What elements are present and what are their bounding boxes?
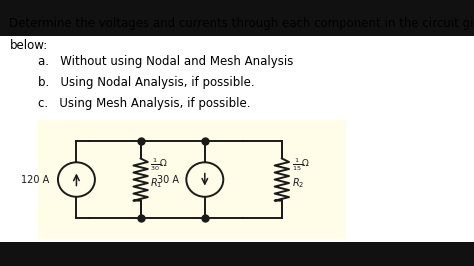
Text: Determine the voltages and currents through each component in the circuit given: Determine the voltages and currents thro… (9, 17, 474, 30)
Bar (0, 36, 474, 242)
Text: c.   Using Mesh Analysis, if possible.: c. Using Mesh Analysis, if possible. (38, 97, 250, 110)
Text: b.   Using Nodal Analysis, if possible.: b. Using Nodal Analysis, if possible. (38, 76, 255, 89)
Text: $R_2$: $R_2$ (292, 176, 304, 190)
Text: 30 A: 30 A (157, 174, 179, 185)
Text: a.   Without using Nodal and Mesh Analysis: a. Without using Nodal and Mesh Analysis (38, 55, 293, 68)
Bar (38, 120, 346, 239)
Point (137, 216, 145, 220)
Text: 120 A: 120 A (21, 174, 49, 185)
Text: $R_1$: $R_1$ (150, 176, 163, 190)
Text: $\frac{1}{15}$Ω: $\frac{1}{15}$Ω (292, 157, 309, 173)
Point (137, 139, 145, 143)
Text: below:: below: (9, 39, 48, 52)
Point (201, 139, 209, 143)
Text: $\frac{1}{30}$Ω: $\frac{1}{30}$Ω (150, 157, 168, 173)
Point (201, 216, 209, 220)
